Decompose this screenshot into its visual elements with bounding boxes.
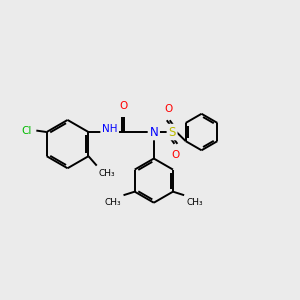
- Text: Cl: Cl: [22, 126, 32, 136]
- Text: CH₃: CH₃: [104, 198, 121, 207]
- Text: CH₃: CH₃: [98, 169, 115, 178]
- Text: O: O: [120, 101, 128, 111]
- Text: O: O: [164, 104, 172, 114]
- Text: N: N: [149, 125, 158, 139]
- Text: NH: NH: [102, 124, 117, 134]
- Text: CH₃: CH₃: [187, 198, 203, 207]
- Text: O: O: [172, 150, 180, 160]
- Text: S: S: [168, 125, 176, 139]
